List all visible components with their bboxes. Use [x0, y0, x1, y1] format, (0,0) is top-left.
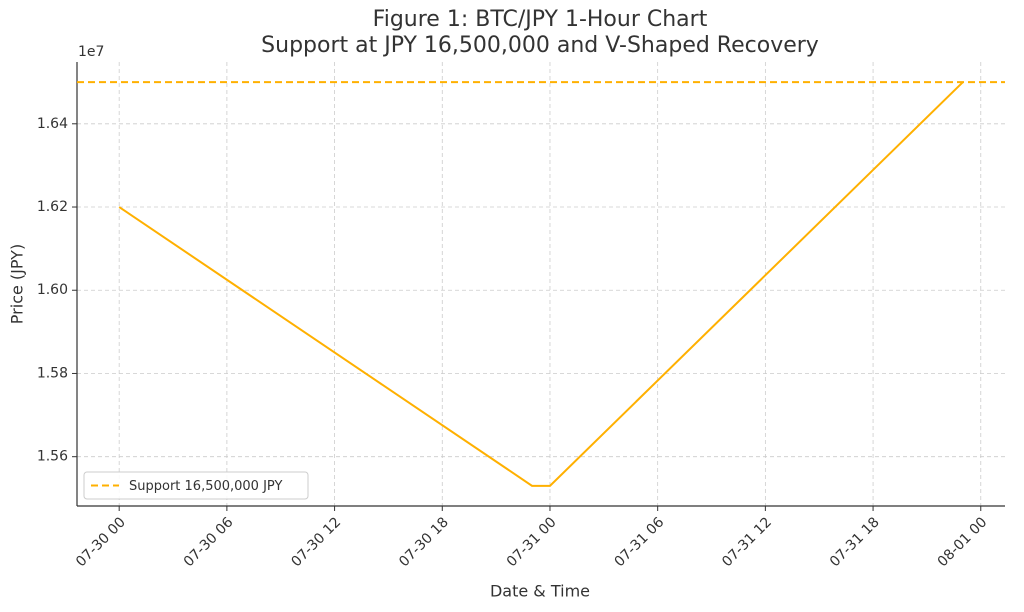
chart-subtitle: Support at JPY 16,500,000 and V-Shaped R…: [261, 33, 819, 58]
y-tick-label: 1.56: [37, 449, 68, 465]
y-tick-label: 1.62: [37, 199, 68, 215]
x-axis-label: Date & Time: [490, 582, 590, 601]
y-tick-label: 1.60: [37, 282, 68, 298]
y-offset-label: 1e7: [78, 44, 104, 60]
y-axis-label: Price (JPY): [8, 244, 27, 324]
legend-label: Support 16,500,000 JPY: [129, 479, 282, 494]
y-tick-label: 1.64: [37, 116, 68, 132]
price-line: [118, 81, 964, 487]
y-tick-label: 1.58: [37, 365, 68, 381]
chart-title: Figure 1: BTC/JPY 1-Hour Chart: [373, 7, 708, 32]
legend-box: [83, 471, 309, 500]
